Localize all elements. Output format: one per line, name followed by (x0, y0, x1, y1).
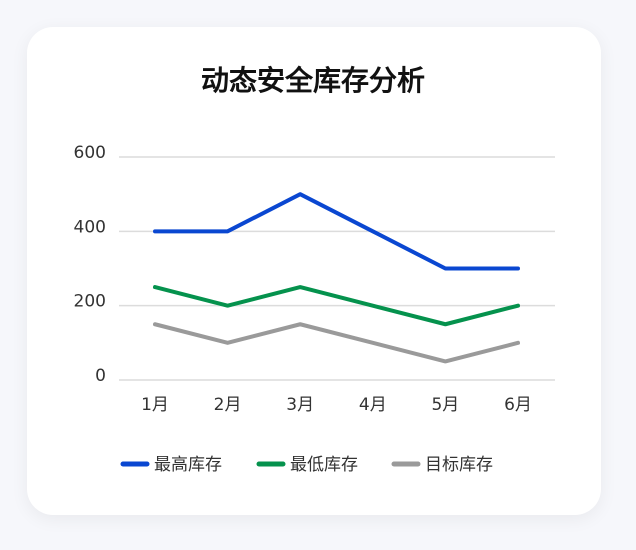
legend-label: 最高库存 (154, 455, 222, 475)
y-tick-label: 0 (95, 366, 106, 386)
series-line (153, 285, 520, 327)
x-tick-label: 6月 (504, 395, 532, 415)
x-tick-label: 4月 (359, 395, 387, 415)
chart-title: 动态安全库存分析 (201, 64, 425, 97)
x-tick-label: 2月 (214, 395, 242, 415)
x-tick-label: 5月 (431, 395, 459, 415)
y-tick-label: 400 (74, 217, 106, 237)
card (27, 27, 601, 515)
y-tick-label: 200 (74, 292, 106, 312)
series-line (153, 322, 520, 364)
y-tick-label: 600 (74, 143, 106, 163)
x-tick-label: 3月 (286, 395, 314, 415)
legend-label: 目标库存 (425, 455, 493, 475)
series-line (153, 192, 520, 271)
legend-label: 最低库存 (290, 455, 358, 475)
x-tick-label: 1月 (141, 395, 169, 415)
